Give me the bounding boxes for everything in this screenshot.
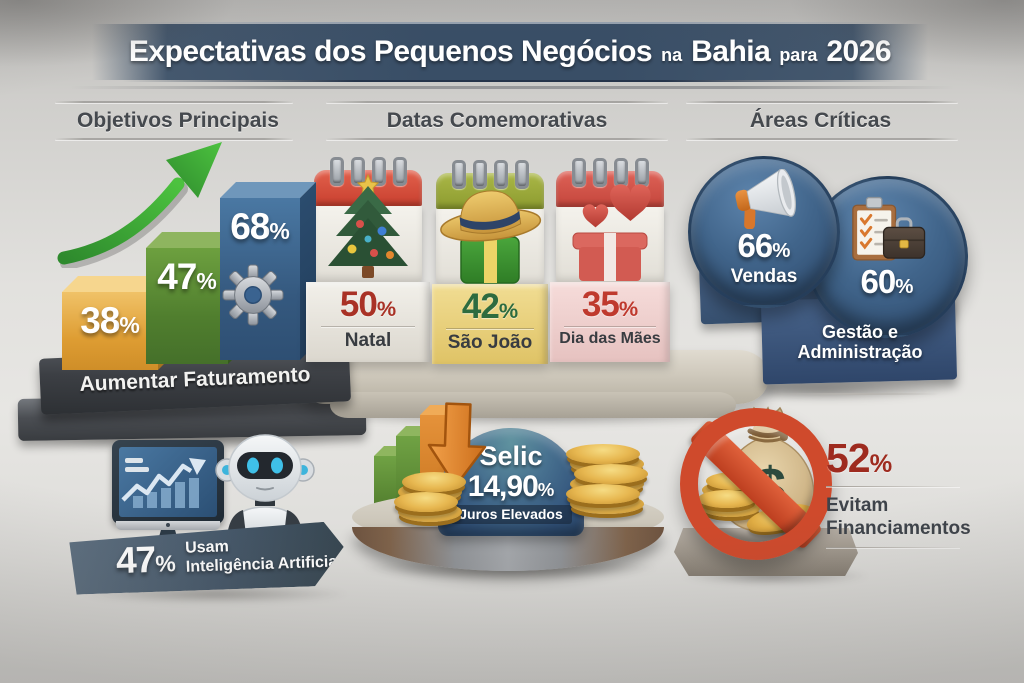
title-part: Bahia xyxy=(691,35,771,68)
badge-label: Gestão e Administração xyxy=(797,322,923,362)
selic-title: Selic xyxy=(479,441,543,471)
ia-value: 47% xyxy=(115,538,177,582)
section-header-objetivos: Objetivos Principais xyxy=(77,109,279,132)
divider xyxy=(55,101,293,103)
coin-stack-icon xyxy=(566,444,648,514)
selic-caption: Juros Elevados xyxy=(450,505,572,524)
stat-value: 42% xyxy=(461,287,519,326)
badge-label: Vendas xyxy=(730,266,798,287)
title-part: na xyxy=(661,45,683,65)
straw-hat-gift-icon xyxy=(440,190,542,284)
title-part: 2026 xyxy=(826,35,892,68)
badge-value: 60% xyxy=(860,263,914,300)
calendar-rings-icon xyxy=(314,157,422,186)
calendar-natal xyxy=(314,157,422,282)
gear-icon xyxy=(222,264,284,326)
hearts-gift-icon xyxy=(572,184,651,281)
bar-value: 68% xyxy=(230,206,290,247)
section-header-datas: Datas Comemorativas xyxy=(386,109,608,132)
divider xyxy=(55,138,293,140)
divider xyxy=(320,326,416,327)
calendar-rings-icon xyxy=(556,158,664,187)
divider xyxy=(686,138,958,140)
fin-value: 52% xyxy=(826,435,893,481)
stat-block-natal: 50% Natal xyxy=(306,282,430,362)
bar-value: 38% xyxy=(80,300,140,341)
stat-label: São João xyxy=(447,332,533,353)
divider xyxy=(564,326,656,327)
stat-value: 50% xyxy=(339,285,397,324)
stat-value: 35% xyxy=(581,285,639,324)
divider xyxy=(326,138,668,140)
stat-block-dia-das-maes: 35% Dia das Mães xyxy=(550,282,670,362)
badge-vendas: 66% Vendas xyxy=(688,156,840,308)
growth-arrow-icon xyxy=(57,142,222,268)
robot-icon xyxy=(215,434,315,544)
section-header-areas: Áreas Críticas xyxy=(749,109,892,132)
ia-label: Usam Inteligência Artificial xyxy=(184,538,342,576)
selic-value: 14,90% xyxy=(467,470,555,503)
banner-shadow xyxy=(70,86,954,89)
divider xyxy=(826,547,960,549)
calendar-rings-icon xyxy=(436,160,544,189)
title-part: para xyxy=(779,45,818,65)
stat-label: Dia das Mães xyxy=(559,330,661,347)
title-part: Expectativas dos Pequenos Negócios xyxy=(128,35,653,68)
monitor-chart-icon xyxy=(112,440,224,552)
divider xyxy=(826,486,960,487)
stat-block-sao-joao: 42% São João xyxy=(432,284,548,364)
stat-label: Natal xyxy=(344,330,392,351)
badge-value: 66% xyxy=(737,227,791,264)
bar-value: 47% xyxy=(157,256,217,297)
divider xyxy=(326,101,668,103)
no-symbol-icon xyxy=(680,408,832,560)
down-arrow-icon xyxy=(427,402,487,488)
title-banner: Expectativas dos Pequenos Negócios na Ba… xyxy=(92,22,928,82)
clipboard-briefcase-icon xyxy=(852,196,926,261)
calendar-dia-das-maes xyxy=(556,158,664,283)
megaphone-icon xyxy=(735,169,796,229)
divider xyxy=(686,101,958,103)
ia-stat-slab: 47% Usam Inteligência Artificial xyxy=(69,521,345,595)
divider xyxy=(445,328,535,329)
fin-stat: 52% Evitam Financiamentos xyxy=(826,435,971,555)
calendar-platform-step xyxy=(330,392,736,418)
calendar-sao-joao xyxy=(436,160,544,285)
divider xyxy=(772,393,940,395)
fin-label: Evitam Financiamentos xyxy=(826,495,971,540)
christmas-tree-icon xyxy=(328,174,408,278)
coin-stack-icon xyxy=(394,472,466,522)
